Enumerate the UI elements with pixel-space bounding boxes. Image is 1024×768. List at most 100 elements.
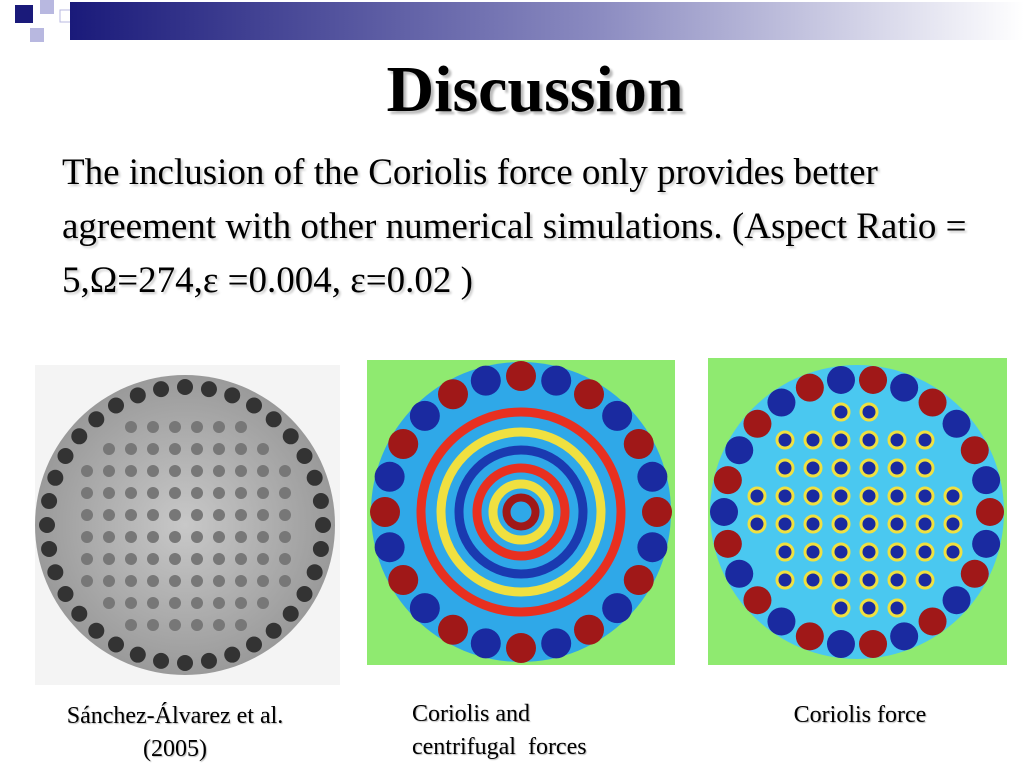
pattern-shape (541, 628, 572, 659)
pattern-shape (177, 655, 193, 671)
pattern-shape (47, 469, 64, 486)
pattern-shape (887, 598, 907, 618)
pattern-shape (213, 553, 225, 565)
pattern-shape (510, 501, 532, 523)
pattern-shape (169, 575, 181, 587)
pattern-shape (416, 407, 626, 617)
pattern-shape (265, 411, 282, 428)
pattern-shape (235, 465, 247, 477)
figure-disk (35, 375, 335, 675)
pattern-shape (235, 443, 247, 455)
pattern-shape (454, 445, 588, 579)
pattern-shape (147, 575, 159, 587)
pattern-shape (943, 514, 963, 534)
pattern-shape (213, 443, 225, 455)
pattern-shape (81, 575, 93, 587)
pattern-shape (257, 597, 269, 609)
pattern-shape (803, 514, 823, 534)
pattern-shape (637, 461, 668, 492)
pattern-shape (213, 421, 225, 433)
pattern-shape (767, 607, 796, 636)
pattern-shape (279, 509, 291, 521)
pattern-shape (960, 436, 989, 465)
pattern-shape (103, 487, 115, 499)
pattern-shape (972, 529, 1001, 558)
pattern-shape (859, 630, 888, 659)
header-bar (70, 2, 1024, 40)
pattern-shape (279, 531, 291, 543)
pattern-shape (169, 443, 181, 455)
pattern-shape (169, 465, 181, 477)
pattern-shape (296, 448, 313, 464)
pattern-shape (470, 628, 501, 659)
pattern-shape (147, 443, 159, 455)
pattern-shape (235, 553, 247, 565)
pattern-shape (725, 559, 754, 588)
pattern-shape (502, 493, 540, 531)
pattern-shape (976, 498, 1004, 526)
pattern-shape (725, 436, 754, 465)
pattern-shape (831, 402, 851, 422)
pattern-shape (960, 559, 989, 588)
pattern-shape (915, 514, 935, 534)
pattern-shape (81, 531, 93, 543)
pattern-shape (257, 487, 269, 499)
pattern-shape (713, 466, 742, 495)
pattern-shape (713, 529, 742, 558)
pattern-shape (147, 465, 159, 477)
pattern-shape (246, 397, 262, 414)
pattern-shape (169, 597, 181, 609)
pattern-shape (147, 553, 159, 565)
pattern-shape (943, 486, 963, 506)
pattern-shape (153, 381, 170, 398)
pattern-shape (81, 487, 93, 499)
pattern-shape (312, 540, 329, 557)
pattern-shape (153, 652, 170, 669)
pattern-shape (191, 509, 203, 521)
pattern-shape (235, 531, 247, 543)
pattern-shape (57, 448, 74, 464)
pattern-shape (191, 619, 203, 631)
deco-square (40, 0, 54, 14)
pattern-shape (71, 605, 88, 622)
pattern-shape (296, 586, 313, 602)
pattern-shape (488, 479, 554, 545)
pattern-shape (747, 514, 767, 534)
pattern-shape (803, 486, 823, 506)
pattern-shape (191, 443, 203, 455)
pattern-shape (125, 553, 137, 565)
pattern-shape (147, 619, 159, 631)
pattern-shape (191, 465, 203, 477)
pattern-shape (257, 553, 269, 565)
pattern-shape (831, 486, 851, 506)
pattern-shape (887, 514, 907, 534)
pattern-shape (169, 531, 181, 543)
pattern-shape (257, 531, 269, 543)
pattern-shape (103, 597, 115, 609)
pattern-shape (103, 575, 115, 587)
pattern-shape (887, 486, 907, 506)
pattern-shape (315, 517, 331, 533)
pattern-shape (803, 430, 823, 450)
pattern-shape (235, 619, 247, 631)
pattern-shape (108, 636, 124, 653)
pattern-shape (257, 509, 269, 521)
pattern-shape (103, 553, 115, 565)
pattern-shape (915, 570, 935, 590)
figure-caption: Coriolis and centrifugal forces (412, 701, 587, 760)
pattern-shape (602, 400, 633, 431)
pattern-shape (887, 458, 907, 478)
pattern-shape (125, 487, 137, 499)
pattern-shape (795, 622, 824, 651)
pattern-shape (213, 597, 225, 609)
pattern-shape (831, 430, 851, 450)
pattern-shape (312, 493, 329, 510)
pattern-shape (177, 379, 193, 395)
pattern-shape (282, 605, 299, 622)
pattern-shape (506, 361, 536, 391)
pattern-shape (191, 553, 203, 565)
pattern-shape (831, 514, 851, 534)
pattern-shape (795, 373, 824, 402)
pattern-shape (81, 553, 93, 565)
